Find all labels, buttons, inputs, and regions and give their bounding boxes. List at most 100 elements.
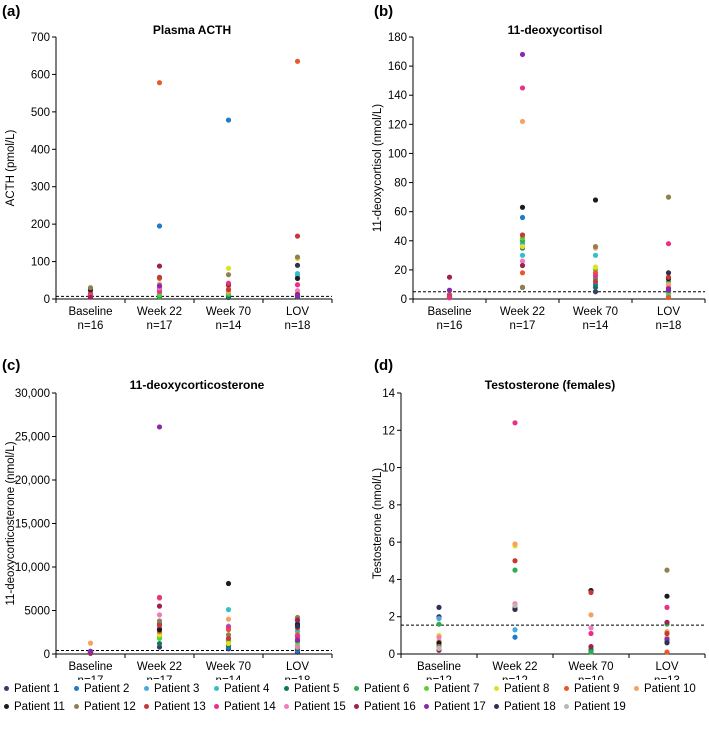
- data-point-patient-13: [156, 274, 163, 280]
- data-point-patient-9: [294, 58, 301, 64]
- data-point-patient-15: [294, 288, 301, 294]
- x-tick-label: Week 22: [492, 661, 537, 673]
- x-tick-label: Baseline: [68, 306, 112, 318]
- x-tick-label: LOV: [286, 306, 309, 318]
- data-point-patient-11: [664, 593, 670, 599]
- legend-marker: [564, 704, 569, 709]
- x-tick-label: Week 70: [568, 661, 613, 673]
- data-point-patient-16: [588, 643, 594, 650]
- data-point-patient-11: [294, 275, 301, 282]
- data-point-patient-18: [665, 270, 672, 276]
- data-point-patient-8: [592, 264, 599, 270]
- chart-title: Testosterone (females): [485, 378, 615, 392]
- data-point-patient-15: [294, 644, 301, 650]
- data-point-patient-16: [446, 274, 453, 280]
- data-point-patient-13: [664, 630, 670, 637]
- panel-label: (d): [374, 357, 393, 374]
- data-point-patient-12: [225, 272, 232, 278]
- legend-marker: [284, 704, 289, 709]
- legend-label: Patient 1: [14, 683, 60, 695]
- data-point-patient-9: [519, 270, 526, 276]
- data-point-patient-9: [665, 294, 672, 301]
- data-point-patient-18: [294, 623, 301, 629]
- legend-label: Patient 8: [504, 683, 550, 695]
- y-tick-label: 12: [382, 425, 395, 437]
- legend-label: Patient 18: [504, 701, 556, 713]
- y-tick-label: 30,000: [15, 388, 50, 400]
- data-point-patient-6: [512, 567, 518, 573]
- x-tick-label: LOV: [286, 661, 309, 673]
- legend-marker: [74, 704, 79, 709]
- y-tick-label: 40: [394, 236, 407, 248]
- data-point-patient-6: [588, 649, 594, 655]
- y-tick-label: 0: [401, 294, 407, 306]
- data-point-patient-8: [519, 244, 526, 250]
- chart-panel-2: (b) 11-deoxycortisol 0 20 40 60 80 100 120 140 160…: [372, 3, 706, 332]
- data-point-patient-15: [519, 258, 526, 264]
- data-point-patient-2: [519, 214, 526, 221]
- y-tick-label: 0: [44, 294, 50, 306]
- y-tick-label: 160: [388, 61, 407, 73]
- legend-label: Patient 16: [364, 701, 416, 713]
- y-tick-label: 500: [31, 107, 50, 119]
- legend-marker: [494, 704, 499, 709]
- legend-label: Patient 14: [224, 701, 276, 713]
- y-axis-label: 11-deoxycortisol (nmol/L): [372, 104, 384, 232]
- data-point-patient-11: [225, 580, 232, 587]
- data-point-patient-17: [446, 287, 453, 293]
- data-point-patient-13: [588, 589, 594, 596]
- legend-label: Patient 19: [574, 701, 626, 713]
- y-tick-label: 20: [394, 265, 407, 277]
- data-point-patient-11: [519, 204, 526, 210]
- data-point-patient-12: [592, 244, 599, 250]
- x-tick-label: Baseline: [68, 661, 112, 673]
- panel-label: (b): [374, 3, 393, 20]
- data-point-patient-17: [87, 648, 94, 654]
- x-tick-n-label: n=12: [426, 675, 452, 680]
- x-tick-n-label: n=17: [78, 675, 104, 680]
- legend-marker: [424, 704, 429, 709]
- data-point-patient-17: [519, 51, 526, 58]
- data-point-patient-12: [87, 285, 94, 291]
- data-point-patient-15: [588, 625, 594, 631]
- panel-label: (c): [2, 357, 20, 374]
- legend-label: Patient 10: [644, 683, 696, 695]
- legend-label: Patient 11: [14, 701, 65, 713]
- data-point-patient-19: [512, 602, 518, 609]
- x-tick-n-label: n=16: [437, 320, 463, 332]
- data-point-patient-14: [588, 630, 594, 637]
- legend-marker: [214, 704, 219, 709]
- data-point-patient-17: [294, 293, 301, 299]
- data-point-patient-10: [225, 616, 232, 622]
- data-point-patient-14: [512, 420, 518, 426]
- x-tick-n-label: n=18: [285, 675, 311, 680]
- data-point-patient-10: [588, 612, 594, 618]
- data-point-patient-13: [512, 558, 518, 564]
- data-point-patient-12: [664, 567, 670, 573]
- legend-marker: [564, 686, 569, 691]
- data-point-patient-5: [156, 640, 163, 647]
- data-point-patient-14: [294, 282, 301, 288]
- y-tick-label: 80: [394, 178, 407, 190]
- x-tick-n-label: n=10: [578, 675, 604, 680]
- x-tick-label: Week 70: [206, 661, 251, 673]
- legend-label: Patient 15: [294, 701, 346, 713]
- data-point-patient-4: [519, 252, 526, 258]
- data-point-patient-19: [436, 645, 442, 652]
- y-tick-label: 140: [388, 90, 407, 102]
- data-point-patient-17: [664, 636, 670, 642]
- x-tick-label: Week 22: [500, 306, 545, 318]
- x-tick-n-label: n=17: [147, 675, 173, 680]
- data-point-patient-17: [665, 287, 672, 293]
- x-tick-n-label: n=17: [147, 320, 173, 332]
- x-tick-n-label: n=13: [654, 675, 680, 680]
- data-point-patient-13: [519, 232, 526, 238]
- y-tick-label: 20,000: [15, 475, 50, 487]
- y-tick-label: 0: [389, 649, 395, 661]
- data-point-patient-17: [294, 637, 301, 643]
- y-tick-label: 200: [31, 219, 50, 231]
- data-point-patient-5: [592, 284, 599, 290]
- data-point-patient-4: [592, 252, 599, 258]
- data-point-patient-16: [519, 262, 526, 269]
- x-tick-label: Week 70: [573, 306, 618, 318]
